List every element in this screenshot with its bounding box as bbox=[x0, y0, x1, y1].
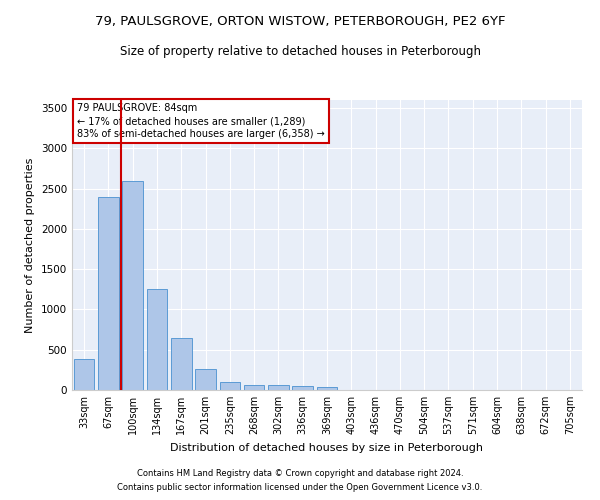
Y-axis label: Number of detached properties: Number of detached properties bbox=[25, 158, 35, 332]
Bar bbox=[171, 338, 191, 390]
Text: 79 PAULSGROVE: 84sqm
← 17% of detached houses are smaller (1,289)
83% of semi-de: 79 PAULSGROVE: 84sqm ← 17% of detached h… bbox=[77, 103, 325, 140]
Bar bbox=[195, 369, 216, 390]
Text: Contains public sector information licensed under the Open Government Licence v3: Contains public sector information licen… bbox=[118, 484, 482, 492]
Text: Size of property relative to detached houses in Peterborough: Size of property relative to detached ho… bbox=[119, 45, 481, 58]
Bar bbox=[122, 180, 143, 390]
X-axis label: Distribution of detached houses by size in Peterborough: Distribution of detached houses by size … bbox=[170, 442, 484, 452]
Bar bbox=[317, 387, 337, 390]
Bar bbox=[244, 385, 265, 390]
Bar bbox=[220, 382, 240, 390]
Bar bbox=[74, 358, 94, 390]
Text: Contains HM Land Registry data © Crown copyright and database right 2024.: Contains HM Land Registry data © Crown c… bbox=[137, 468, 463, 477]
Bar bbox=[292, 386, 313, 390]
Bar bbox=[146, 290, 167, 390]
Bar bbox=[268, 385, 289, 390]
Bar bbox=[98, 196, 119, 390]
Text: 79, PAULSGROVE, ORTON WISTOW, PETERBOROUGH, PE2 6YF: 79, PAULSGROVE, ORTON WISTOW, PETERBOROU… bbox=[95, 15, 505, 28]
